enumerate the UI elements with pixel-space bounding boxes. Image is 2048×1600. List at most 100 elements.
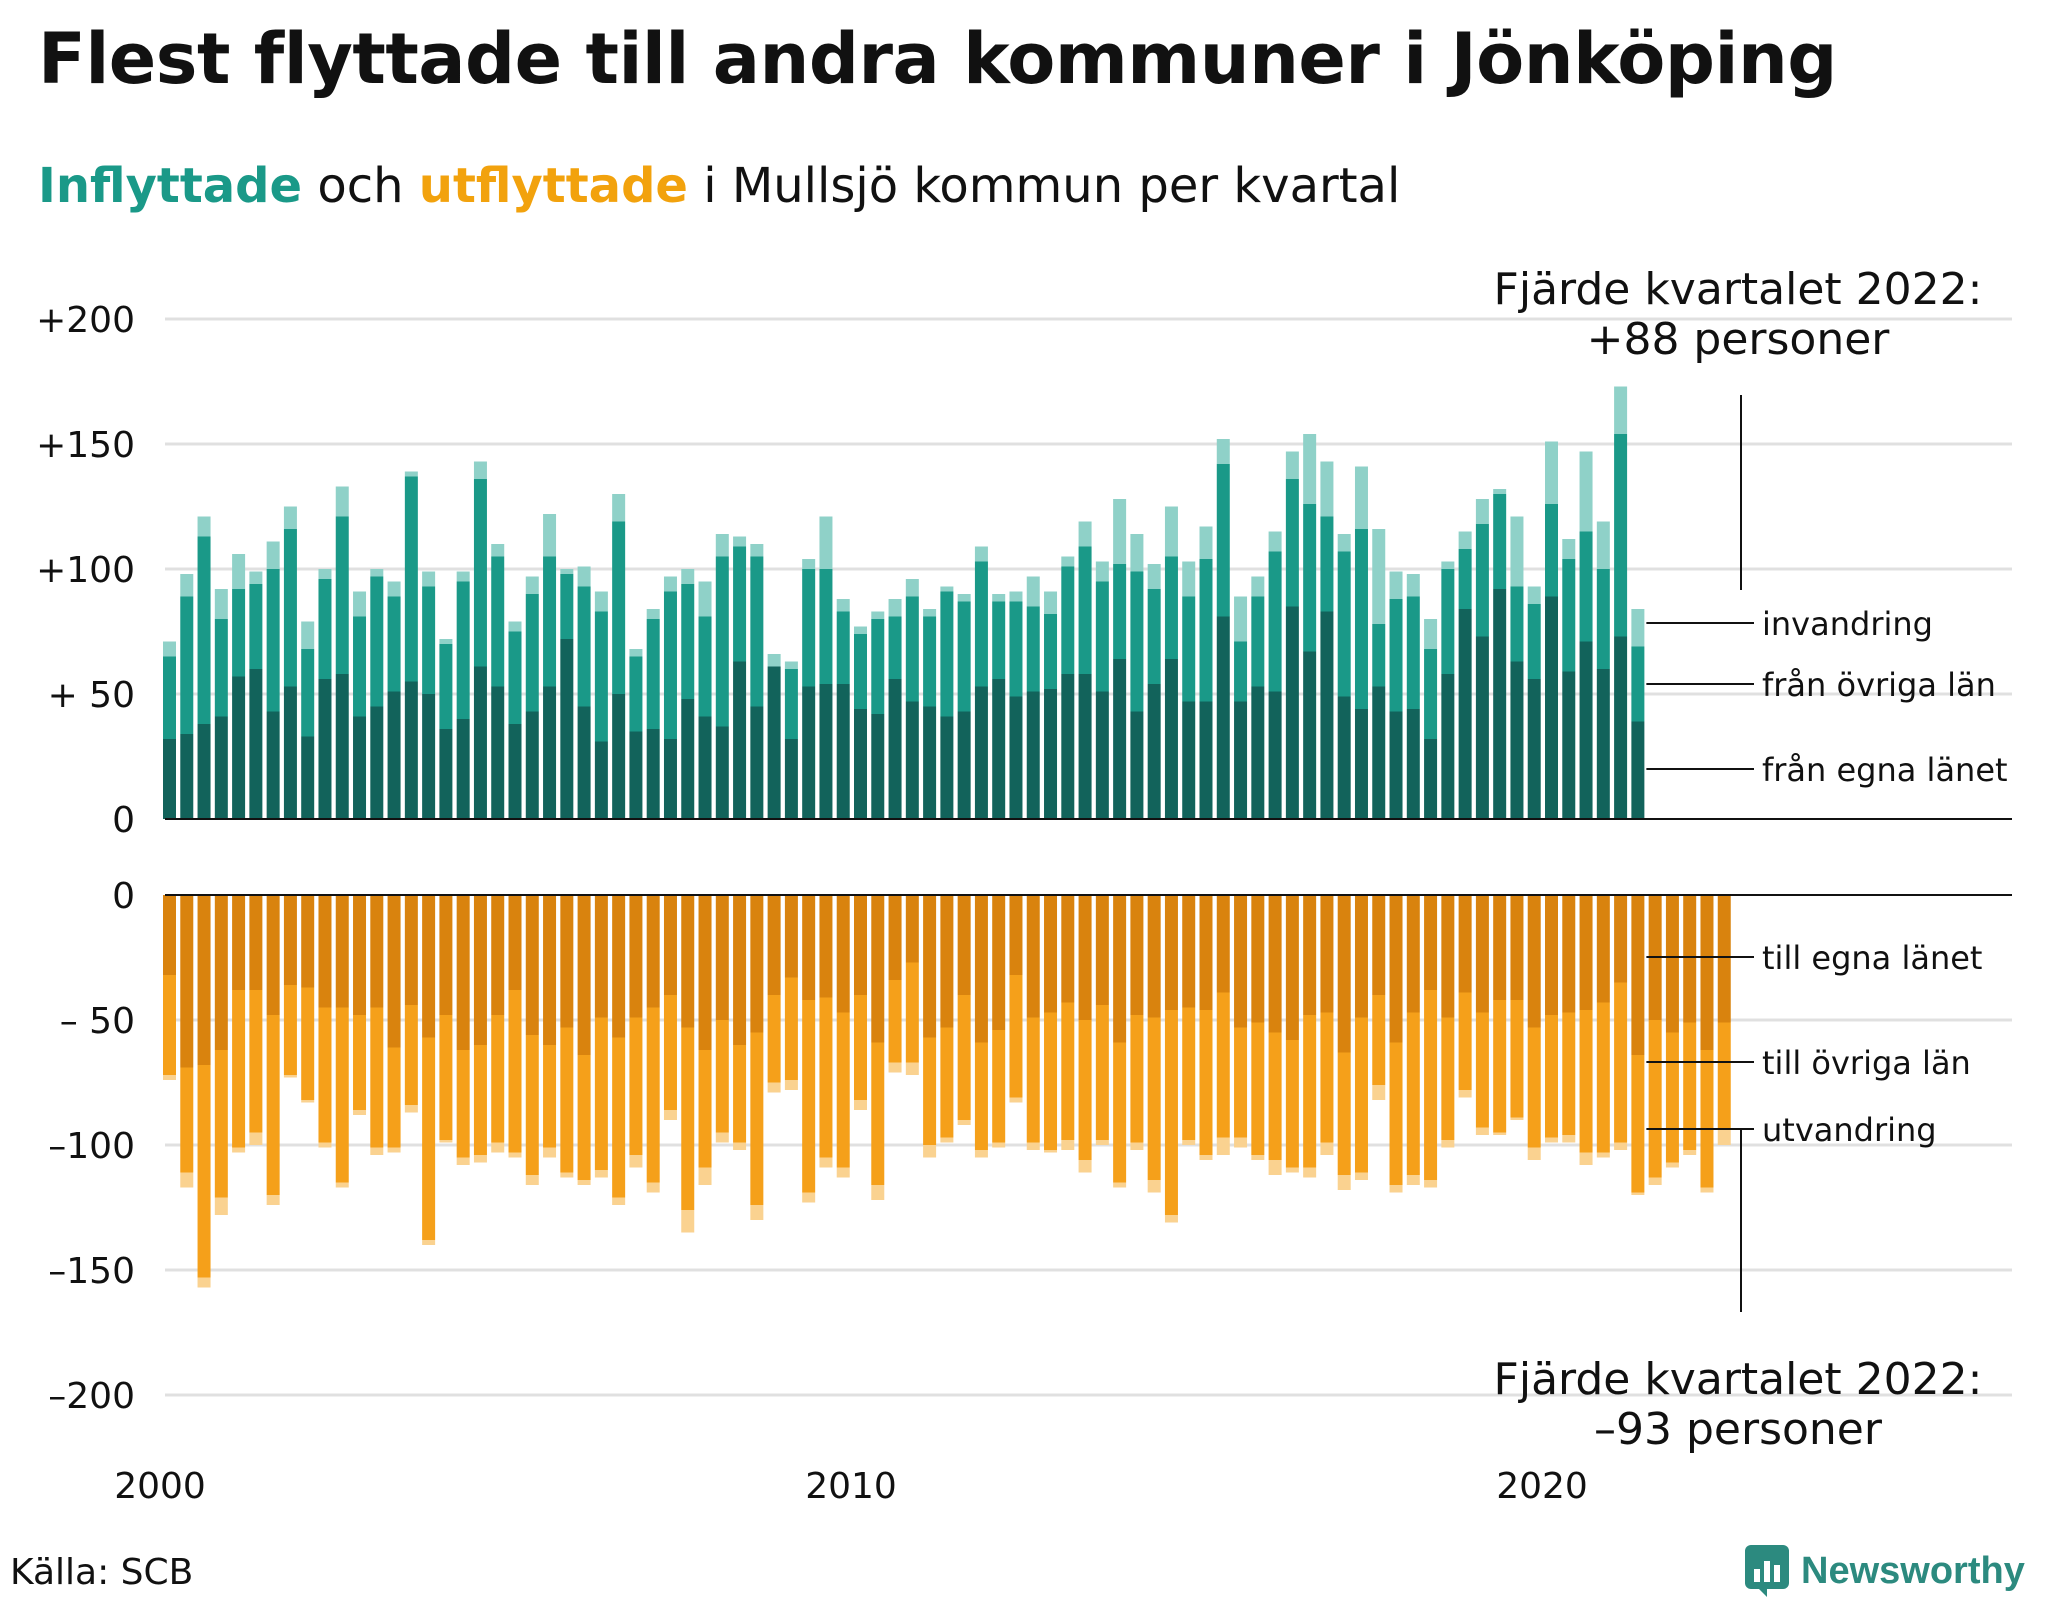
bar-out-other xyxy=(923,1037,937,1145)
bar-in-immigration xyxy=(663,576,677,592)
chart-title: Flest flyttade till andra kommuner i Jön… xyxy=(38,18,1837,100)
bar-out-own xyxy=(905,895,919,963)
bar-in-own xyxy=(612,694,626,819)
bar-in-own xyxy=(940,716,954,819)
bar-out-own xyxy=(1562,895,1576,1013)
bar-out-other xyxy=(404,1005,418,1105)
bar-out-own xyxy=(802,895,816,1000)
bar-out-other xyxy=(992,1030,1006,1143)
bar-out-emigration xyxy=(1406,1175,1420,1185)
bar-in-own xyxy=(1372,686,1386,819)
bar-in-other xyxy=(992,601,1006,679)
bar-out-emigration xyxy=(992,1142,1006,1148)
bar-out-own xyxy=(1389,895,1403,1043)
y-tick-label: 0 xyxy=(112,876,135,917)
bar-out-own xyxy=(1009,895,1023,975)
bar-out-own xyxy=(1458,895,1472,993)
bar-out-other xyxy=(802,1000,816,1193)
bar-in-own xyxy=(698,716,712,819)
x-tick-label: 2000 xyxy=(114,1466,206,1507)
bar-out-emigration xyxy=(439,1140,453,1143)
bar-out-other xyxy=(1372,995,1386,1085)
bar-out-emigration xyxy=(1044,1150,1058,1153)
y-tick-label: –100 xyxy=(48,1126,135,1167)
bar-out-emigration xyxy=(1665,1162,1679,1168)
y-tick-label: + 50 xyxy=(48,675,135,716)
bar-in-other xyxy=(456,581,470,719)
series-label-out-emigration: utvandring xyxy=(1762,1111,1937,1149)
bar-out-emigration xyxy=(1130,1142,1144,1150)
bar-out-own xyxy=(1216,895,1230,993)
bar-in-other xyxy=(163,656,176,739)
bar-out-other xyxy=(1234,1027,1248,1138)
bar-in-other xyxy=(1285,479,1299,607)
subtitle-connector: och xyxy=(302,158,419,214)
bar-in-own xyxy=(1285,606,1299,819)
bar-out-other xyxy=(1406,1012,1420,1175)
bar-out-other xyxy=(646,1007,660,1183)
bar-out-emigration xyxy=(940,1137,954,1143)
bar-in-other xyxy=(301,649,315,737)
bar-in-own xyxy=(646,729,660,819)
bar-out-emigration xyxy=(1234,1137,1248,1148)
bar-out-own xyxy=(214,895,228,1050)
bar-in-immigration xyxy=(1424,619,1438,649)
bar-out-own xyxy=(1303,895,1317,1015)
bar-out-emigration xyxy=(836,1167,850,1178)
bar-in-other xyxy=(249,584,263,669)
bar-in-own xyxy=(1061,674,1075,819)
bar-out-other xyxy=(1130,1015,1144,1143)
bar-in-other xyxy=(1631,646,1645,722)
bar-out-other xyxy=(456,1050,470,1158)
bar-out-emigration xyxy=(784,1080,798,1090)
bar-in-immigration xyxy=(1631,609,1645,647)
bar-in-own xyxy=(1234,701,1248,819)
bar-in-other xyxy=(370,576,384,707)
bar-out-other xyxy=(1078,1020,1092,1160)
bar-in-immigration xyxy=(180,574,194,597)
bar-out-emigration xyxy=(1596,1152,1610,1158)
bar-out-emigration xyxy=(1199,1155,1213,1160)
bar-in-own xyxy=(905,701,919,819)
bar-in-other xyxy=(1458,549,1472,609)
bar-out-emigration xyxy=(1475,1127,1489,1135)
bar-out-other xyxy=(957,995,971,1120)
bar-out-other xyxy=(301,987,315,1100)
bar-in-other xyxy=(318,579,332,679)
bar-in-other xyxy=(888,616,902,679)
bar-in-immigration xyxy=(508,621,522,632)
bar-in-immigration xyxy=(1199,526,1213,559)
bar-out-other xyxy=(1527,1027,1541,1148)
bar-in-immigration xyxy=(784,661,798,669)
bar-in-immigration xyxy=(197,516,211,537)
bar-out-other xyxy=(283,985,297,1075)
bar-out-other xyxy=(1717,1022,1731,1130)
bar-out-own xyxy=(404,895,418,1005)
bar-in-other xyxy=(197,536,211,724)
bar-out-other xyxy=(1614,982,1628,1143)
bar-out-emigration xyxy=(197,1277,211,1288)
bar-in-own xyxy=(871,714,885,819)
bar-in-other xyxy=(1614,434,1628,637)
bar-in-other xyxy=(681,584,695,699)
bar-in-own xyxy=(318,679,332,819)
bar-out-other xyxy=(422,1037,436,1240)
bar-in-other xyxy=(473,479,487,667)
bar-in-immigration xyxy=(1130,534,1144,572)
bar-in-own xyxy=(1164,659,1178,819)
bar-in-other xyxy=(1320,516,1334,612)
bar-in-own xyxy=(232,676,246,819)
bar-in-own xyxy=(1493,589,1507,819)
subtitle-inflow: Inflyttade xyxy=(38,158,303,214)
bar-out-emigration xyxy=(767,1082,781,1093)
bar-out-emigration xyxy=(232,1147,246,1153)
bar-out-emigration xyxy=(560,1172,574,1178)
bar-in-own xyxy=(525,711,539,819)
bar-in-own xyxy=(1545,596,1558,819)
bar-in-immigration xyxy=(767,654,781,667)
bar-in-own xyxy=(715,726,729,819)
bar-out-emigration xyxy=(1527,1147,1541,1160)
bar-out-own xyxy=(1683,895,1697,1023)
bar-out-emigration xyxy=(1337,1175,1351,1190)
bar-in-other xyxy=(180,596,194,734)
